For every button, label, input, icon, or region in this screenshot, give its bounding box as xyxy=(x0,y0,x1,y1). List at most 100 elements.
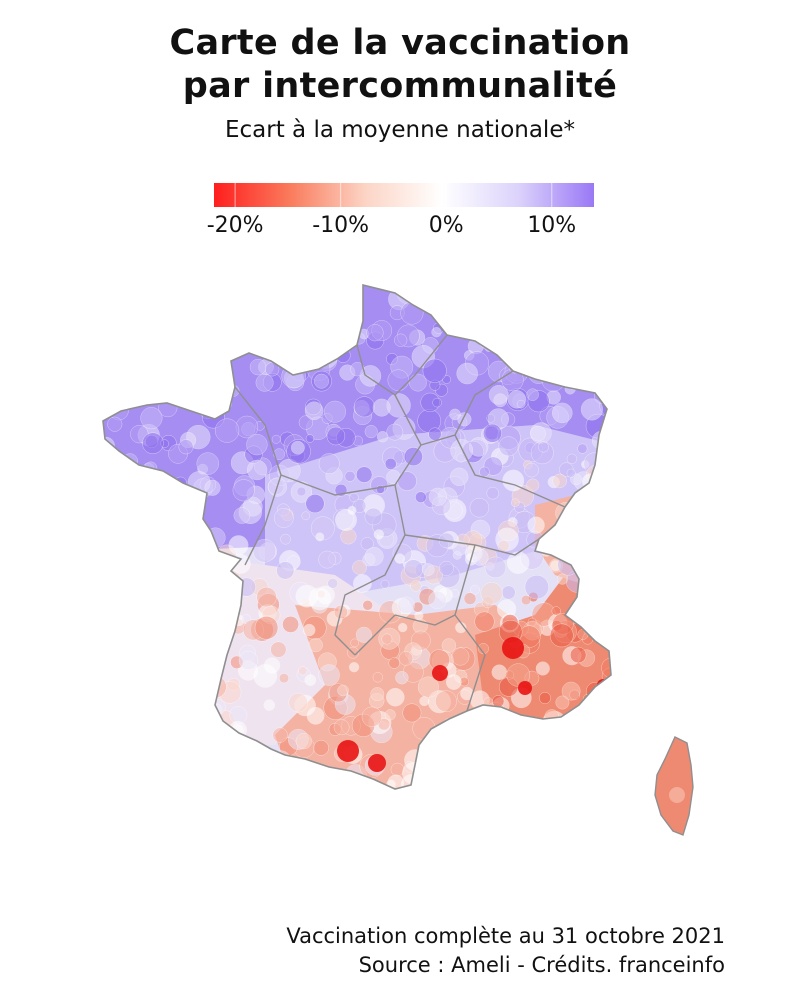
intercommunality-cell xyxy=(575,275,584,281)
intercommunality-cell xyxy=(585,681,606,702)
intercommunality-cell xyxy=(196,366,206,376)
intercommunality-cell xyxy=(526,388,539,401)
intercommunality-cell xyxy=(555,695,570,710)
intercommunality-cell xyxy=(431,327,442,338)
intercommunality-cell xyxy=(126,775,139,788)
intercommunality-cell xyxy=(340,528,357,545)
intercommunality-cell xyxy=(497,539,510,552)
intercommunality-cell xyxy=(304,674,317,686)
intercommunality-cell xyxy=(394,553,406,564)
intercommunality-cell xyxy=(553,297,574,319)
intercommunality-cell xyxy=(448,738,463,752)
map-footer: Vaccination complète au 31 octobre 2021 … xyxy=(286,922,725,980)
intercommunality-cell xyxy=(577,629,589,640)
intercommunality-cell xyxy=(198,762,221,786)
intercommunality-cell xyxy=(592,493,608,508)
intercommunality-cell xyxy=(566,453,578,464)
intercommunality-cell xyxy=(272,727,288,743)
low-vaccination-hotspot xyxy=(518,681,532,695)
intercommunality-cell xyxy=(161,786,176,789)
intercommunality-cell xyxy=(186,545,197,556)
intercommunality-cell xyxy=(559,757,574,771)
intercommunality-cell xyxy=(103,641,119,667)
intercommunality-cell xyxy=(506,779,525,789)
intercommunality-cell xyxy=(397,596,415,614)
intercommunality-cell xyxy=(281,363,306,389)
intercommunality-cell xyxy=(416,285,435,293)
intercommunality-cell xyxy=(319,304,338,323)
intercommunality-cell xyxy=(441,285,464,289)
zone-southwest xyxy=(195,555,395,745)
intercommunality-cell xyxy=(246,433,268,456)
intercommunality-cell xyxy=(316,585,335,605)
intercommunality-cell xyxy=(577,490,597,509)
intercommunality-cell xyxy=(364,507,383,526)
region-border xyxy=(404,534,540,556)
intercommunality-cell xyxy=(595,612,611,629)
intercommunality-cell xyxy=(602,687,611,699)
intercommunality-cell xyxy=(157,621,168,632)
intercommunality-cell xyxy=(200,598,219,617)
intercommunality-cell xyxy=(586,299,597,310)
intercommunality-cell xyxy=(185,295,206,316)
intercommunality-cell xyxy=(193,393,215,415)
intercommunality-cell xyxy=(131,298,154,321)
intercommunality-cell xyxy=(439,288,460,309)
intercommunality-cell xyxy=(166,339,185,358)
intercommunality-cell xyxy=(360,779,379,789)
region-border xyxy=(354,614,396,656)
intercommunality-cell xyxy=(129,321,151,342)
intercommunality-cell xyxy=(516,399,526,409)
intercommunality-cell xyxy=(192,769,212,788)
intercommunality-cell xyxy=(115,467,134,486)
intercommunality-cell xyxy=(169,352,192,375)
intercommunality-cell xyxy=(539,289,564,313)
intercommunality-cell xyxy=(318,664,340,686)
intercommunality-cell xyxy=(585,307,597,319)
intercommunality-cell xyxy=(288,692,308,713)
intercommunality-cell xyxy=(449,736,461,748)
intercommunality-cell xyxy=(207,326,230,349)
intercommunality-cell xyxy=(254,616,279,640)
intercommunality-cell xyxy=(136,326,153,344)
intercommunality-cell xyxy=(564,291,579,306)
intercommunality-cell xyxy=(419,696,430,707)
intercommunality-cell xyxy=(230,767,240,776)
intercommunality-cell xyxy=(432,747,449,765)
intercommunality-cell xyxy=(533,348,556,371)
intercommunality-cell xyxy=(243,315,254,326)
intercommunality-cell xyxy=(593,703,611,726)
intercommunality-cell xyxy=(169,491,180,502)
intercommunality-cell xyxy=(326,426,346,446)
intercommunality-cell xyxy=(148,328,162,343)
intercommunality-cell xyxy=(561,681,581,701)
title-line-1: Carte de la vaccination xyxy=(169,23,631,63)
region-border xyxy=(334,484,406,656)
intercommunality-cell xyxy=(194,286,206,298)
intercommunality-cell xyxy=(233,507,251,524)
intercommunality-cell xyxy=(421,563,435,576)
intercommunality-cell xyxy=(530,425,546,442)
intercommunality-cell xyxy=(449,408,461,421)
intercommunality-cell xyxy=(185,718,196,728)
intercommunality-cell xyxy=(525,342,550,367)
intercommunality-cell xyxy=(315,532,325,542)
intercommunality-cell xyxy=(153,285,168,300)
intercommunality-cell xyxy=(410,580,422,592)
map-title: Carte de la vaccination par intercommuna… xyxy=(0,22,800,108)
intercommunality-cell xyxy=(176,372,190,386)
intercommunality-cell xyxy=(270,641,287,658)
intercommunality-cell xyxy=(220,586,235,602)
intercommunality-cell xyxy=(150,491,161,502)
intercommunality-cell xyxy=(151,621,175,645)
intercommunality-cell xyxy=(136,484,147,495)
intercommunality-cell xyxy=(335,509,357,531)
intercommunality-cell xyxy=(190,285,207,299)
intercommunality-cell xyxy=(350,638,360,648)
intercommunality-cell xyxy=(366,324,384,342)
intercommunality-cell xyxy=(487,285,511,289)
intercommunality-cell xyxy=(190,392,206,409)
intercommunality-cell xyxy=(402,703,422,723)
intercommunality-cell xyxy=(438,560,454,576)
intercommunality-cell xyxy=(342,311,359,328)
